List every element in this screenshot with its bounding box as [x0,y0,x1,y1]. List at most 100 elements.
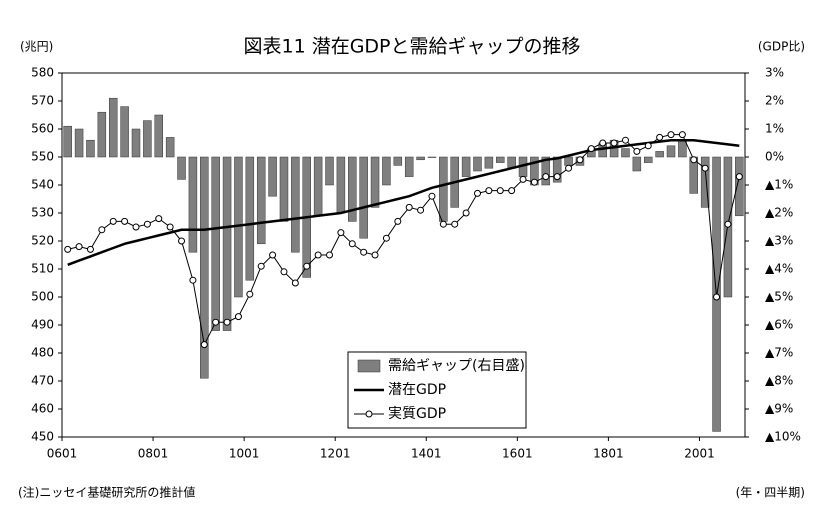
point [178,237,186,245]
point [735,173,743,181]
potential-gdp-line [67,138,740,266]
bar [143,120,152,158]
bar [63,125,72,158]
point [200,341,208,349]
legend-label: 潜在GDP [388,382,446,398]
y2-tick-label: ▲2% [765,206,793,220]
chart-title: 図表11 潜在GDPと需給ギャップの推移 [243,36,580,58]
bar [291,156,300,253]
point [724,220,732,228]
point [348,240,356,248]
x-tick-label: 0601 [47,447,78,461]
point [405,203,413,211]
bar [325,156,334,186]
x-tick-label: 1401 [411,447,442,461]
bar [313,156,323,217]
legend-label: 実質GDP [388,406,446,422]
bar [632,156,642,172]
legend-swatch [357,359,381,373]
y2-tick-label: ▲6% [765,318,793,332]
point [565,164,573,172]
bar [165,137,175,158]
point [121,217,129,225]
point [656,133,664,141]
point [633,147,641,155]
point [713,293,721,301]
bar [154,114,163,158]
bar [552,156,562,183]
point [542,173,550,181]
point [496,187,504,195]
y-tick-label: 470 [31,374,54,388]
bar [245,156,255,281]
point [98,226,106,234]
bar [427,156,437,158]
x-tick-label: 2001 [684,447,715,461]
point [394,217,402,225]
plot-frame [61,72,746,438]
point [690,156,698,164]
y-tick-label: 560 [31,122,54,136]
point [291,279,299,287]
bar [439,156,448,222]
point [246,290,254,298]
bar [211,156,220,331]
bar [131,128,141,158]
x-tick-label: 1801 [593,447,624,461]
y2-tick-label: 3% [765,66,784,80]
y-tick-label: 570 [31,94,54,108]
bar [188,156,198,253]
x-tick-label: 1201 [320,447,351,461]
point [371,251,379,259]
bar [700,156,710,208]
legend-label: 需給ギャップ(右目盛) [388,358,525,374]
point [189,276,197,284]
point [644,142,652,150]
bar [461,156,471,177]
point [519,175,527,183]
y-tick-label: 530 [31,206,54,220]
y-tick-label: 500 [31,290,54,304]
y2-tick-label: 2% [765,94,784,108]
point [280,268,288,276]
bar [336,156,346,214]
point [701,164,709,172]
y-tick-label: 450 [31,430,54,444]
point [576,156,584,164]
point [155,215,163,223]
point [382,234,390,242]
y2-axis-label: (GDP比) [758,40,805,54]
point [234,313,242,321]
point [223,318,231,326]
bar [484,156,494,169]
point [599,139,607,147]
x-axis-label: (年・四半期) [736,486,805,500]
y2-tick-label: ▲4% [765,262,793,276]
bar [473,156,482,172]
y2-tick-label: ▲1% [765,178,793,192]
bar [256,156,266,245]
bar [359,156,368,239]
note: (注)ニッセイ基礎研究所の推計値 [18,485,195,500]
bar [279,156,289,222]
bar [348,156,357,222]
point [143,220,151,228]
y-tick-label: 460 [31,402,54,416]
y-tick-label: 510 [31,262,54,276]
bar [666,145,676,158]
bar [74,128,84,158]
bar [120,106,129,158]
y2-tick-label: 0% [765,150,784,164]
point [166,223,174,231]
point [667,131,675,139]
y-tick-label: 520 [31,234,54,248]
point [451,220,459,228]
point [417,206,425,214]
y-tick-label: 540 [31,178,54,192]
y2-tick-label: ▲8% [765,374,793,388]
bar [97,111,107,158]
bar [496,156,505,163]
bar [404,156,414,177]
bar [564,156,573,166]
y2-tick-label: 1% [765,122,784,136]
